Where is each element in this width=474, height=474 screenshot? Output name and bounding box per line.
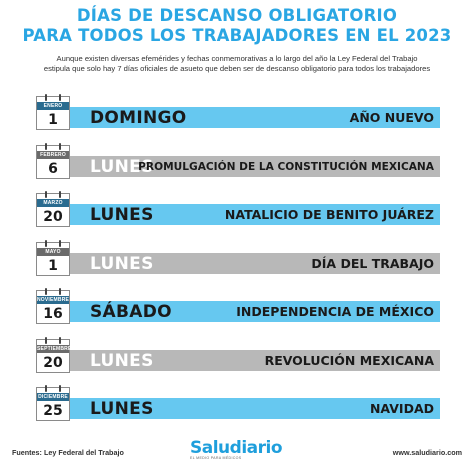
- calendar-ring: [59, 191, 61, 198]
- holiday-bar: LUNES NATALICIO DE BENITO JUÁREZ: [36, 204, 440, 225]
- calendar-icon: FEBRERO 6: [36, 143, 70, 179]
- calendar-month: NOVIEMBRE: [37, 296, 70, 304]
- holiday-weekday: LUNES: [90, 399, 154, 419]
- holiday-bar: DOMINGO AÑO NUEVO: [36, 107, 440, 128]
- calendar-ring: [45, 288, 47, 295]
- brand-tagline: EL MEDIO PARA MÉDICOS: [190, 456, 242, 460]
- holiday-row: LUNES NATALICIO DE BENITO JUÁREZ MARZO 20: [0, 191, 474, 233]
- holiday-weekday: LUNES: [90, 351, 154, 371]
- holiday-name: AÑO NUEVO: [349, 110, 434, 125]
- holiday-bar: LUNES DÍA DEL TRABAJO: [36, 253, 440, 274]
- calendar-ring: [59, 385, 61, 392]
- calendar-day: 16: [43, 306, 63, 322]
- calendar-ring: [45, 143, 47, 150]
- holiday-row: LUNES PROMULGACIÓN DE LA CONSTITUCIÓN MEX…: [0, 143, 474, 185]
- brand-name: Saludiario: [190, 438, 283, 458]
- calendar-ring: [45, 94, 47, 101]
- holiday-bar: LUNES REVOLUCIÓN MEXICANA: [36, 350, 440, 371]
- calendar-icon: MAYO 1: [36, 240, 70, 276]
- holiday-row: LUNES REVOLUCIÓN MEXICANA SEPTIEMBRE 20: [0, 337, 474, 379]
- page-subtitle: Aunque existen diversas efemérides y fec…: [20, 54, 454, 74]
- calendar-ring: [59, 94, 61, 101]
- page-title: DÍAS DE DESCANSO OBLIGATORIO PARA TODOS …: [0, 6, 474, 46]
- holiday-row: DOMINGO AÑO NUEVO ENERO 1: [0, 94, 474, 136]
- calendar-ring: [45, 385, 47, 392]
- calendar-ring: [45, 240, 47, 247]
- calendar-month: MARZO: [37, 199, 69, 207]
- holiday-bar: SÁBADO INDEPENDENCIA DE MÉXICO: [36, 301, 440, 322]
- calendar-ring: [59, 337, 61, 344]
- calendar-month: DICIEMBRE: [37, 393, 69, 401]
- holiday-row: SÁBADO INDEPENDENCIA DE MÉXICO NOVIEMBRE 16: [0, 288, 474, 330]
- calendar-month: SEPTIEMBRE: [37, 345, 72, 353]
- holiday-name: DÍA DEL TRABAJO: [311, 256, 434, 271]
- source-note: Fuentes: Ley Federal del Trabajo: [12, 448, 124, 457]
- holiday-bar: LUNES NAVIDAD: [36, 398, 440, 419]
- calendar-icon: MARZO 20: [36, 191, 70, 227]
- holiday-bar: LUNES PROMULGACIÓN DE LA CONSTITUCIÓN MEX…: [36, 156, 440, 177]
- calendar-month: FEBRERO: [37, 151, 69, 159]
- calendar-ring: [59, 143, 61, 150]
- title-line-2: PARA TODOS LOS TRABAJADORES EN EL 2023: [22, 26, 452, 45]
- calendar-day: 25: [43, 403, 63, 419]
- holiday-name: PROMULGACIÓN DE LA CONSTITUCIÓN MEXICANA: [138, 161, 434, 173]
- website-link[interactable]: www.saludiario.com: [392, 448, 462, 457]
- calendar-ring: [45, 337, 47, 344]
- title-line-1: DÍAS DE DESCANSO OBLIGATORIO: [76, 6, 398, 25]
- subtitle-line-1: Aunque existen diversas efemérides y fec…: [56, 54, 418, 63]
- holiday-row: LUNES NAVIDAD DICIEMBRE 25: [0, 385, 474, 427]
- calendar-icon: DICIEMBRE 25: [36, 385, 70, 421]
- calendar-day: 1: [48, 258, 58, 274]
- brand-logo: Saludiario EL MEDIO PARA MÉDICOS: [190, 439, 290, 460]
- holiday-weekday: LUNES: [90, 205, 154, 225]
- calendar-day: 20: [43, 355, 63, 371]
- calendar-icon: NOVIEMBRE 16: [36, 288, 70, 324]
- holiday-weekday: SÁBADO: [90, 302, 172, 322]
- holiday-name: NATALICIO DE BENITO JUÁREZ: [224, 207, 434, 222]
- holiday-weekday: LUNES: [90, 254, 154, 274]
- calendar-ring: [45, 191, 47, 198]
- holiday-name: INDEPENDENCIA DE MÉXICO: [236, 304, 434, 319]
- calendar-day: 20: [43, 209, 63, 225]
- calendar-month: MAYO: [37, 248, 69, 256]
- holiday-name: NAVIDAD: [369, 401, 434, 416]
- calendar-month: ENERO: [37, 102, 69, 110]
- calendar-icon: SEPTIEMBRE 20: [36, 337, 72, 373]
- holiday-weekday: DOMINGO: [90, 108, 187, 128]
- calendar-ring: [59, 240, 61, 247]
- subtitle-line-2: estipula que solo hay 7 días oficiales d…: [43, 64, 431, 73]
- calendar-ring: [59, 288, 61, 295]
- holiday-row: LUNES DÍA DEL TRABAJO MAYO 1: [0, 240, 474, 282]
- holiday-weekday: LUNES: [90, 157, 154, 177]
- calendar-day: 6: [48, 161, 58, 177]
- calendar-icon: ENERO 1: [36, 94, 70, 130]
- calendar-day: 1: [48, 112, 58, 128]
- holiday-name: REVOLUCIÓN MEXICANA: [264, 353, 434, 368]
